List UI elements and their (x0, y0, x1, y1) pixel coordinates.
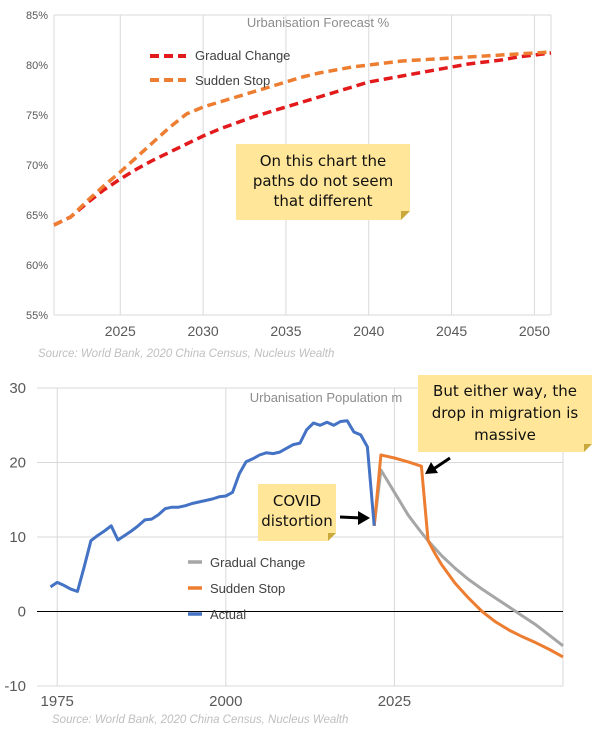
x-tick-label: 1975 (41, 693, 74, 710)
y-tick-label: 20 (9, 455, 26, 472)
annotation-text: COVID distortion (261, 492, 332, 530)
source-note: Source: World Bank, 2020 China Census, N… (52, 714, 348, 726)
series-line-gradual-change (53, 51, 552, 227)
note-sticky (258, 484, 336, 541)
y-tick-label: 70% (26, 160, 48, 172)
y-tick-label: 0 (18, 604, 26, 621)
arrow-covid (339, 511, 370, 525)
legend-label-sudden: Sudden Stop (195, 73, 270, 88)
chart-title: Urbanisation Forecast % (247, 15, 390, 30)
y-tick-label: 60% (26, 260, 48, 272)
series-lines (53, 50, 552, 227)
urbanisation-forecast-chart: 55%60%65%70%75%80%85% 2025 2030 2035 2040 20… (26, 10, 552, 360)
y-tick-label: 30 (9, 380, 26, 397)
legend: Gradual Change Sudden Stop Actual (188, 555, 305, 622)
x-tick-label: 2025 (105, 323, 136, 339)
y-tick-label: 65% (26, 210, 48, 222)
y-tick-labels: -10 0 10 20 30 (4, 380, 26, 695)
x-tick-label: 2045 (436, 323, 467, 339)
x-tick-label: 2025 (378, 693, 411, 710)
x-tick-labels: 2025 2030 2035 2040 2045 2050 (105, 323, 551, 339)
series-line-actual (49, 419, 376, 593)
x-tick-label: 2040 (353, 323, 384, 339)
y-tick-label: 75% (26, 110, 48, 122)
legend-label-gradual: Gradual Change (210, 555, 305, 570)
y-tick-label: 80% (26, 60, 48, 72)
y-tick-label: 85% (26, 10, 48, 22)
y-tick-label: 10 (9, 529, 26, 546)
x-tick-label: 2050 (519, 323, 550, 339)
series-line-sudden-stop (53, 50, 552, 227)
annotation-migration: But either way, the drop in migration is m… (418, 375, 592, 452)
note-corner-fold (328, 533, 336, 541)
legend: Gradual Change Sudden Stop (150, 48, 290, 88)
source-note: Source: World Bank, 2020 China Census, N… (38, 348, 334, 360)
x-tick-labels: 1975 2000 2025 (41, 693, 412, 710)
legend-label-gradual: Gradual Change (195, 48, 290, 63)
series-line-gradual-change (372, 468, 564, 647)
y-tick-label: -10 (4, 678, 26, 695)
annotation-text: On this chart the paths do not seem that d… (253, 152, 393, 210)
series-line-sudden-stop (372, 453, 564, 659)
annotation-text: But either way, the drop in migration is m… (432, 382, 579, 444)
note-corner-fold (401, 211, 410, 220)
arrow-migration (425, 456, 451, 474)
series-lines (49, 419, 564, 659)
annotation-covid: COVID distortion (258, 484, 336, 541)
legend-label-sudden: Sudden Stop (210, 581, 285, 596)
urbanisation-population-chart: -10 0 10 20 30 1975 2000 2025 Urbanisation Pop… (4, 375, 592, 726)
x-tick-label: 2035 (270, 323, 301, 339)
note-sticky (236, 144, 410, 220)
y-tick-label: 55% (26, 310, 48, 322)
chart-title: Urbanisation Population m (250, 390, 402, 405)
annotation-note: On this chart the paths do not seem that d… (236, 144, 410, 220)
legend-label-actual: Actual (210, 607, 246, 622)
x-tick-label: 2030 (188, 323, 219, 339)
y-tick-labels: 55% 60% 65% 70% 75% 80% 85% (26, 10, 48, 322)
note-corner-fold (584, 444, 592, 452)
x-tick-label: 2000 (209, 693, 242, 710)
grid (53, 14, 552, 316)
note-sticky (418, 375, 592, 452)
